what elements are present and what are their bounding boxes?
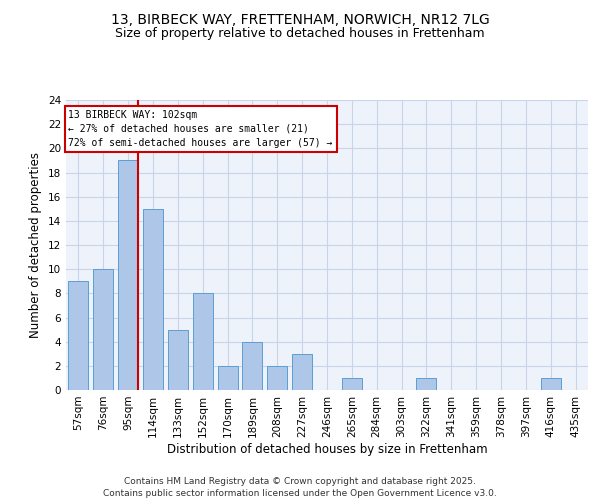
Bar [242, 342, 262, 390]
Y-axis label: Number of detached properties: Number of detached properties [29, 152, 43, 338]
Bar [218, 366, 238, 390]
Bar [342, 378, 362, 390]
Bar [416, 378, 436, 390]
Bar [118, 160, 138, 390]
Bar [292, 354, 312, 390]
Text: 13, BIRBECK WAY, FRETTENHAM, NORWICH, NR12 7LG: 13, BIRBECK WAY, FRETTENHAM, NORWICH, NR… [110, 12, 490, 26]
Bar [94, 269, 113, 390]
Text: Size of property relative to detached houses in Frettenham: Size of property relative to detached ho… [115, 28, 485, 40]
Text: Contains HM Land Registry data © Crown copyright and database right 2025.
Contai: Contains HM Land Registry data © Crown c… [103, 476, 497, 498]
X-axis label: Distribution of detached houses by size in Frettenham: Distribution of detached houses by size … [167, 442, 487, 456]
Bar [168, 330, 188, 390]
Bar [68, 281, 88, 390]
Bar [143, 209, 163, 390]
Bar [193, 294, 212, 390]
Bar [268, 366, 287, 390]
Bar [541, 378, 560, 390]
Text: 13 BIRBECK WAY: 102sqm
← 27% of detached houses are smaller (21)
72% of semi-det: 13 BIRBECK WAY: 102sqm ← 27% of detached… [68, 110, 333, 148]
